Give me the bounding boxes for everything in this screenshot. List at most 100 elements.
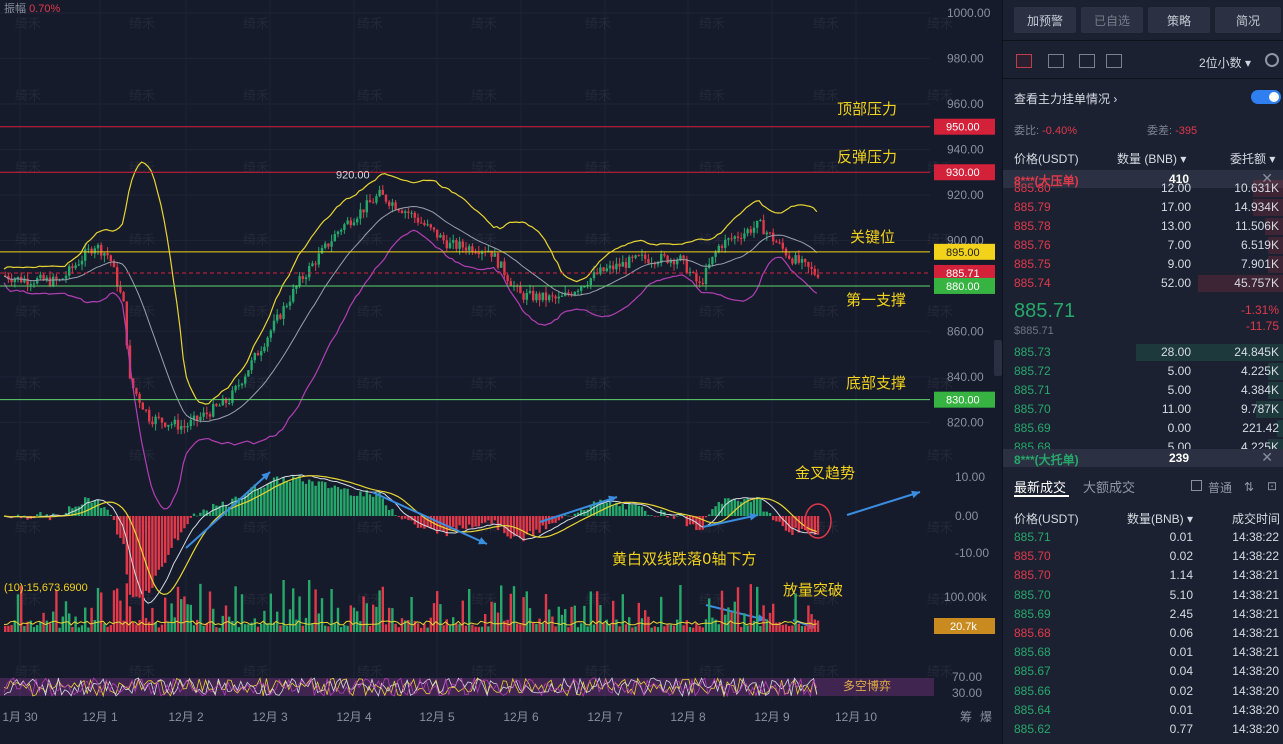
normal-checkbox[interactable] <box>1191 480 1202 491</box>
watermark-text: 绮禾 <box>129 305 155 320</box>
macd-bar <box>490 516 493 524</box>
volume-bar <box>266 623 269 632</box>
watermark-text: 绮禾 <box>927 449 953 464</box>
more-icon[interactable]: ⊡ <box>1267 479 1278 493</box>
filter-icon[interactable]: ⇅ <box>1244 480 1255 494</box>
volume-bar <box>311 623 314 632</box>
ask-row[interactable]: 885.78 13.00 11.506K <box>1003 217 1283 236</box>
orderbook-panel: 加预警 已自选 策略 简况 2位小数 ▾ 查看主力挂单情况 › 委比: -0.4… <box>1002 0 1283 744</box>
trade-row[interactable]: 885.68 0.01 14:38:21 <box>1003 643 1283 662</box>
trade-row[interactable]: 885.70 0.02 14:38:22 <box>1003 547 1283 566</box>
ask-row[interactable]: 885.75 9.00 7.901K <box>1003 255 1283 274</box>
main-orders-toggle[interactable] <box>1251 90 1281 104</box>
trade-row[interactable]: 885.64 0.01 14:38:20 <box>1003 701 1283 720</box>
kline-chart[interactable]: 绮禾 绮禾 绮禾 绮禾 绮禾 绮禾 绮禾 绮禾 绮禾 绮禾 绮禾 绮禾 绮禾 绮禾 绮禾 绮禾 绮禾 绮禾 绮禾 绮禾… <box>0 0 1002 744</box>
candle-body <box>794 255 797 264</box>
candle-body <box>352 222 356 226</box>
volume-bar <box>749 584 752 632</box>
macd-bar <box>778 516 781 522</box>
volume-bar <box>615 619 618 632</box>
candle-body <box>10 279 13 283</box>
orderbook-trades-icon[interactable] <box>1106 54 1122 68</box>
trade-row[interactable]: 885.68 0.06 14:38:21 <box>1003 624 1283 643</box>
volume-bar <box>740 627 743 632</box>
main-orders-link[interactable]: 查看主力挂单情况 › <box>1014 92 1118 106</box>
macd-bar <box>624 509 628 516</box>
ask-row[interactable]: 885.76 7.00 6.519K <box>1003 236 1283 255</box>
depth-bar <box>1268 363 1283 380</box>
candle-body <box>215 404 218 406</box>
watchlist-button[interactable]: 已自选 <box>1081 7 1143 33</box>
trade-row[interactable]: 885.71 0.01 14:38:22 <box>1003 528 1283 547</box>
macd-bar <box>554 516 557 523</box>
bid-row[interactable]: 885.69 0.00 221.42 <box>1003 419 1283 438</box>
trade-row[interactable]: 885.70 1.14 14:38:21 <box>1003 566 1283 585</box>
decimals-select[interactable]: 2位小数 ▾ <box>1199 56 1252 70</box>
volume-bar <box>720 590 724 632</box>
ob-header-total[interactable]: 委托额 ▾ <box>1230 152 1276 166</box>
watermark-text: 绮禾 <box>129 449 155 464</box>
close-icon[interactable]: ✕ <box>1261 449 1273 465</box>
volume-bar <box>663 626 666 632</box>
macd-bar <box>669 515 672 516</box>
big-bid-order[interactable]: 8***(大托单) 239 ✕ <box>1003 449 1283 467</box>
macd-bar <box>141 516 144 597</box>
tab-latest-trades[interactable]: 最新成交 <box>1014 480 1067 495</box>
candle-body <box>775 241 778 243</box>
add-alert-button[interactable]: 加预警 <box>1014 7 1076 33</box>
macd-bar <box>189 516 192 518</box>
bid-row[interactable]: 885.72 5.00 4.225K <box>1003 362 1283 381</box>
bid-row[interactable]: 885.70 11.00 9.787K <box>1003 400 1283 419</box>
ask-row[interactable]: 885.80 12.00 10.631K <box>1003 179 1283 198</box>
macd-bar <box>96 499 100 516</box>
candle-body <box>164 422 167 427</box>
orderbook-asks-icon[interactable] <box>1079 54 1095 68</box>
macd-bar <box>455 516 458 533</box>
candle-body <box>68 266 71 276</box>
volume-bar <box>429 617 432 632</box>
trades-header-qty-label: 数量(BNB) <box>1127 512 1184 526</box>
overview-button[interactable]: 简况 <box>1215 7 1281 33</box>
tab-large-trades[interactable]: 大额成交 <box>1083 480 1136 495</box>
decimals-value: 2位小数 <box>1199 56 1242 70</box>
macd-bar <box>135 516 138 597</box>
macd-bar <box>215 505 218 516</box>
volume-bar <box>16 594 20 632</box>
ask-row[interactable]: 885.79 17.00 14.934K <box>1003 198 1283 217</box>
trade-row[interactable]: 885.67 0.04 14:38:20 <box>1003 662 1283 681</box>
orderbook-bids-icon[interactable] <box>1048 54 1064 68</box>
candle-body <box>400 210 404 213</box>
last-price: 885.71 <box>1014 300 1076 322</box>
trade-row[interactable]: 885.62 0.77 14:38:20 <box>1003 720 1283 739</box>
volume-bar <box>138 619 141 632</box>
trade-row[interactable]: 885.66 0.02 14:38:20 <box>1003 682 1283 701</box>
volume-bar <box>400 618 404 632</box>
strategy-button[interactable]: 策略 <box>1148 7 1210 33</box>
orderbook-both-icon[interactable] <box>1016 54 1032 68</box>
trade-row[interactable]: 885.70 5.10 14:38:21 <box>1003 586 1283 605</box>
trade-row[interactable]: 885.69 2.45 14:38:21 <box>1003 605 1283 624</box>
trades-header-qty[interactable]: 数量(BNB) ▾ <box>1127 512 1194 526</box>
macd-bar <box>532 516 535 537</box>
close-icon[interactable]: ✕ <box>1261 170 1273 186</box>
big-ask-order[interactable]: 8***(大压单) 410 ✕ <box>1003 170 1283 188</box>
ob-header-qty[interactable]: 数量 (BNB) ▾ <box>1117 152 1187 166</box>
panel-collapse-handle[interactable] <box>994 340 1002 376</box>
macd-bar <box>324 482 327 516</box>
price-cell: 885.68 <box>1014 645 1051 660</box>
watermark-text: 绮禾 <box>699 521 725 536</box>
bid-row[interactable]: 885.71 5.00 4.384K <box>1003 381 1283 400</box>
rsi-line <box>3 676 818 698</box>
price-axis-label: 860.00 <box>947 324 984 338</box>
candle-body <box>263 346 266 352</box>
ask-row[interactable]: 885.74 52.00 45.757K <box>1003 274 1283 293</box>
bid-row[interactable]: 885.73 28.00 24.845K <box>1003 343 1283 362</box>
candle-body <box>208 414 212 417</box>
watermark-text: 绮禾 <box>15 89 41 104</box>
volume-bar <box>71 626 74 632</box>
candle-body <box>112 260 116 268</box>
candle-body <box>781 242 784 249</box>
settings-icon[interactable] <box>1265 53 1279 67</box>
candle-body <box>432 227 436 230</box>
